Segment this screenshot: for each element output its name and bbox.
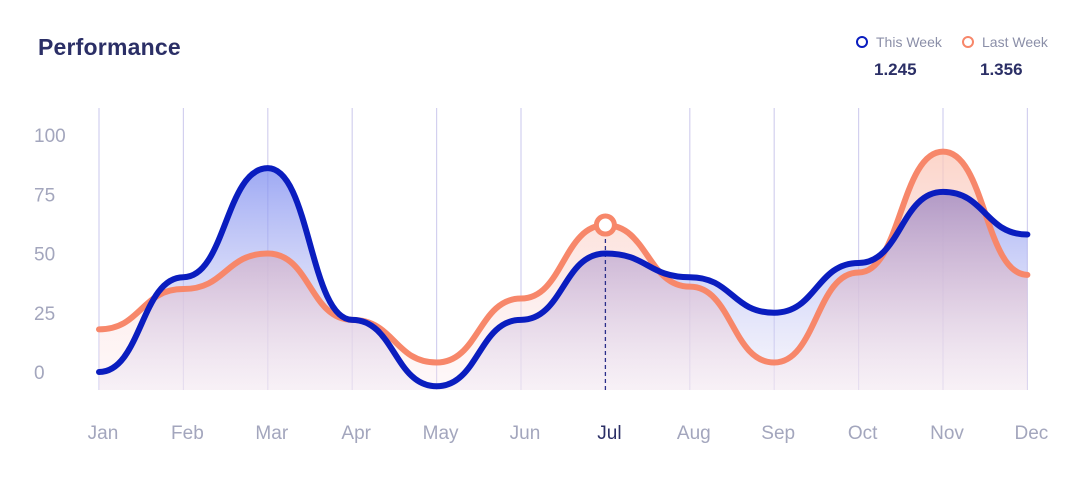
y-tick-label: 50 xyxy=(34,245,55,266)
x-tick-label: May xyxy=(423,423,459,444)
y-tick-label: 75 xyxy=(34,185,55,206)
x-tick-label: Jan xyxy=(88,423,119,444)
x-tick-label: Jun xyxy=(510,423,541,444)
x-tick-label: Nov xyxy=(930,423,964,444)
x-tick-label: Aug xyxy=(677,423,711,444)
chart-title: Performance xyxy=(38,34,181,60)
legend-value: 1.245 xyxy=(874,60,917,79)
legend-item-last-week[interactable]: Last Week 1.356 xyxy=(962,34,1048,79)
x-tick-label: Oct xyxy=(848,423,878,444)
legend-value: 1.356 xyxy=(980,60,1023,79)
legend-dot-icon xyxy=(962,36,974,48)
y-tick-label: 100 xyxy=(34,126,66,147)
legend-label: Last Week xyxy=(982,34,1048,50)
line-this-week xyxy=(96,165,1031,390)
x-tick-label: Feb xyxy=(171,423,204,444)
legend-item-this-week[interactable]: This Week 1.245 xyxy=(856,34,942,79)
y-tick-label: 25 xyxy=(34,304,55,325)
y-tick-label: 0 xyxy=(34,363,45,384)
x-tick-label: Sep xyxy=(761,423,795,444)
legend-dot-icon xyxy=(856,36,868,48)
x-tick-label: Mar xyxy=(255,423,288,444)
legend-label: This Week xyxy=(876,34,942,50)
x-tick-label: Apr xyxy=(341,423,371,444)
x-tick-label: Dec xyxy=(1015,423,1049,444)
highlight-point[interactable] xyxy=(593,213,617,237)
x-tick-label: Jul xyxy=(597,423,621,444)
